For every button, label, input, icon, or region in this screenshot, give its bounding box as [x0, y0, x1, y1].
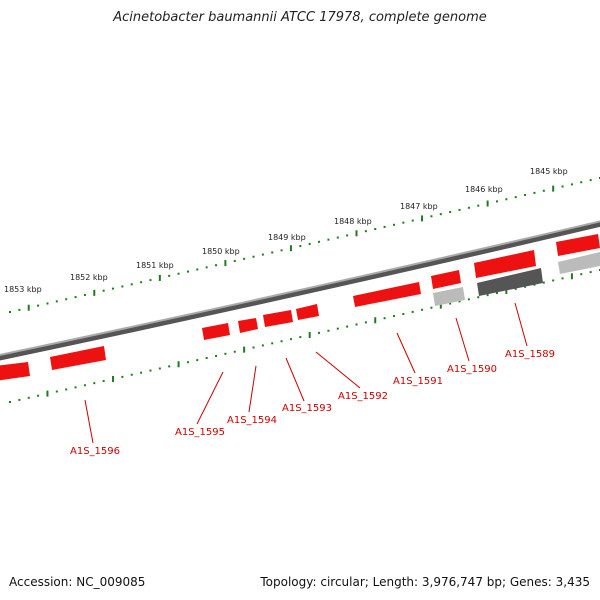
gene-gray-1-block[interactable] [558, 252, 600, 274]
gene-a1s-1595b-block[interactable] [202, 323, 230, 340]
kbp-label: 1847 kbp [400, 202, 438, 211]
gene-gray-3-block[interactable] [433, 287, 465, 306]
accession-text: Accession: NC_009085 [9, 575, 146, 589]
label-leader-line [455, 317, 470, 362]
gene-label[interactable]: A1S_1593 [282, 403, 332, 414]
gene-label[interactable]: A1S_1590 [447, 364, 497, 375]
gene-left-edge-block[interactable] [0, 362, 30, 381]
kbp-label: 1853 kbp [4, 285, 42, 294]
label-leader-lines [84, 302, 528, 444]
gene-label[interactable]: A1S_1592 [338, 391, 388, 402]
genome-title: Acinetobacter baumannii ATCC 17978, comp… [113, 10, 487, 25]
gene-label[interactable]: A1S_1591 [393, 376, 443, 387]
label-leader-line [248, 365, 257, 413]
label-leader-line [514, 302, 528, 347]
kbp-label: 1845 kbp [530, 167, 568, 176]
kbp-labels: 1845 kbp 1846 kbp 1847 kbp 1848 kbp 1849 kbp… [4, 167, 568, 294]
gene-a1s-1592-block[interactable] [353, 282, 421, 307]
label-leader-line [396, 332, 416, 374]
kbp-label: 1852 kbp [70, 273, 108, 282]
gene-a1s-1590-block[interactable] [474, 250, 536, 278]
kbp-label: 1850 kbp [202, 247, 240, 256]
label-leader-line [315, 351, 361, 389]
label-leader-line [285, 357, 305, 402]
kbp-label: 1848 kbp [334, 217, 372, 226]
genome-backbone-shadow [0, 221, 600, 361]
gene-label[interactable]: A1S_1589 [505, 349, 555, 360]
gene-a1s-1591-block[interactable] [431, 270, 461, 289]
kbp-label: 1849 kbp [268, 233, 306, 242]
gene-a1s-1595-block[interactable] [238, 318, 258, 333]
gene-label[interactable]: A1S_1596 [70, 446, 120, 457]
gene-label[interactable]: A1S_1595 [175, 427, 225, 438]
outer-ruler-ticks [9, 177, 600, 313]
kbp-label: 1846 kbp [465, 185, 503, 194]
gene-label[interactable]: A1S_1594 [227, 415, 277, 426]
genome-backbone [0, 220, 600, 356]
gene-gray-2-block[interactable] [477, 268, 543, 296]
genome-summary-text: Topology: circular; Length: 3,976,747 bp… [260, 575, 590, 589]
gene-a1s-1594-block[interactable] [263, 310, 293, 327]
kbp-label: 1851 kbp [136, 261, 174, 270]
label-leader-line [196, 371, 224, 425]
gene-labels: A1S_1589 A1S_1590 A1S_1591 A1S_1592 A1S_1593… [70, 349, 555, 457]
gene-a1s-1589-block[interactable] [556, 234, 600, 256]
gene-a1s-1593-block[interactable] [296, 304, 319, 320]
genes-layer [0, 234, 600, 381]
label-leader-line [84, 399, 94, 444]
gene-a1s-1596-block[interactable] [50, 346, 106, 370]
